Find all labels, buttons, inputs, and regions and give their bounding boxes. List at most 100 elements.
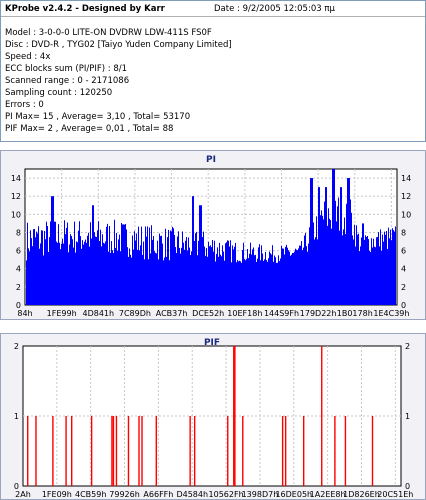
pi-bar [201,205,202,305]
info-range: Scanned range : 0 - 2171086 [5,76,130,86]
pi-bar [370,252,371,305]
pi-bar [259,244,260,305]
pi-bar [166,256,167,305]
pi-bar [62,238,63,305]
pi-bar [161,235,162,305]
x-tick-label: 20C51Eh [377,490,413,499]
pi-bar [337,206,338,305]
pi-bar [257,258,258,305]
pi-bar [126,229,127,305]
pi-bar [328,208,329,305]
pi-bar [44,230,45,305]
pi-bar [57,242,58,305]
pi-chart-panel: PI 0 0 2 2 4 4 6 6 8 8 10 10 12 12 14 14 84h 1FE99h 4D841h 7… [0,150,426,320]
x-tick-label: 10EF18h [227,309,262,318]
pi-bar [133,249,134,305]
pi-bar [65,234,66,305]
pi-bar [203,231,204,305]
pi-bar [34,228,35,305]
pi-bar [239,260,240,305]
pi-bar [332,169,333,305]
pi-bar [249,253,250,305]
pif-spike [233,346,235,486]
y-tick-label-right: 0 [401,301,406,310]
pi-bar [204,246,205,305]
pi-bar [235,242,236,305]
pi-bar [287,247,288,305]
pif-spike [141,416,143,486]
pi-bar [343,229,344,305]
pi-bar [156,253,157,305]
pi-bar [391,240,392,305]
pi-bar [247,248,248,305]
pi-bar [207,256,208,305]
y-tick-label: 12 [11,192,21,201]
pi-bar [230,240,231,305]
pi-bar [280,258,281,305]
pi-bar [364,239,365,305]
pi-bar [195,233,196,305]
pi-bar [309,227,310,305]
y-tick-label-right: 2 [401,283,406,292]
pi-bar [123,224,124,305]
pi-bar [281,245,282,305]
pi-bar [70,234,71,305]
pi-bar [267,261,268,305]
pif-spike [27,416,29,486]
pi-bar [223,251,224,305]
pi-bar [350,199,351,305]
pi-bar [142,254,143,305]
pi-bar [353,239,354,305]
pi-bar [140,245,141,305]
pi-bar [242,250,243,305]
pi-bar [147,226,148,305]
pi-bar [122,224,123,305]
pif-spike [65,416,67,486]
pi-bar [325,187,326,305]
pi-bar [233,249,234,305]
y-tick-label: 2 [16,283,21,292]
pi-bar [192,196,193,305]
pi-bar [312,178,313,305]
pi-bar [360,246,361,305]
x-tick-label: 4CB59h [75,490,106,499]
y-tick-label: 14 [11,174,21,183]
pi-bar [250,242,251,305]
pi-bar [170,230,171,305]
pi-bar [136,233,137,305]
pi-bar [158,259,159,305]
pi-bar [35,237,36,305]
x-tick-label: 79926h [109,490,140,499]
pi-bar [307,251,308,305]
pi-bar [358,233,359,305]
pi-bar [205,255,206,305]
pi-bar [374,246,375,305]
pi-bar [185,240,186,305]
pi-bar [40,243,41,305]
pi-bar [389,238,390,305]
pi-bar [342,235,343,305]
pi-bar [216,253,217,305]
pi-bar [380,229,381,305]
pi-bar [143,241,144,305]
pi-bar [47,226,48,305]
pi-bar [252,249,253,305]
pi-bar [225,243,226,305]
pi-bar [174,234,175,305]
pif-spike [155,416,157,486]
x-tick-label: 2Ah [15,490,31,499]
pi-bar [345,234,346,305]
pi-bar [359,251,360,305]
pi-bar [368,239,369,305]
pi-bar [105,241,106,305]
pi-bar [386,230,387,305]
pi-bar [361,237,362,305]
pif-spike [35,416,37,486]
pi-bar [329,218,330,305]
pi-bar [118,239,119,305]
pi-bar [175,247,176,305]
pi-bar [219,242,220,305]
pi-bar [348,178,349,305]
pi-bar [276,262,277,305]
info-model: Model : 3-0-0-0 LITE-ON DVDRW LDW-411S F… [5,28,212,38]
